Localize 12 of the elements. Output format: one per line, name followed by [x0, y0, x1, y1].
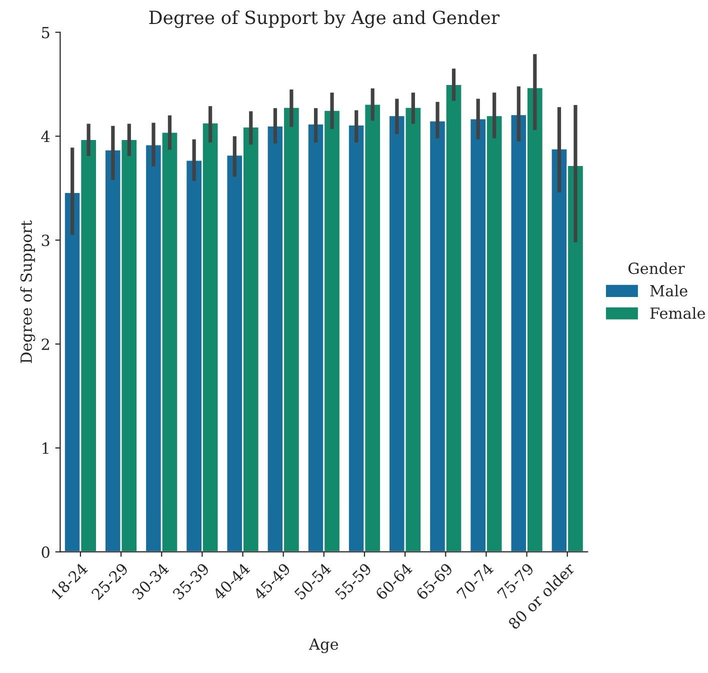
legend-title: Gender	[628, 262, 685, 274]
y-tick-label: 4	[41, 130, 50, 142]
y-tick-label: 5	[42, 26, 50, 38]
chart-title: Degree of Support by Age and Gender	[149, 10, 500, 28]
x-axis-title: Age	[308, 638, 338, 654]
legend-label: Female	[650, 307, 706, 319]
y-tick-label: 1	[42, 442, 48, 454]
y-tick-label: 2	[42, 338, 49, 350]
legend-label: Male	[650, 284, 688, 297]
y-tick-label: 3	[42, 234, 50, 246]
y-axis-title: Degree of Support	[20, 220, 36, 364]
y-tick-label: 0	[42, 546, 50, 558]
